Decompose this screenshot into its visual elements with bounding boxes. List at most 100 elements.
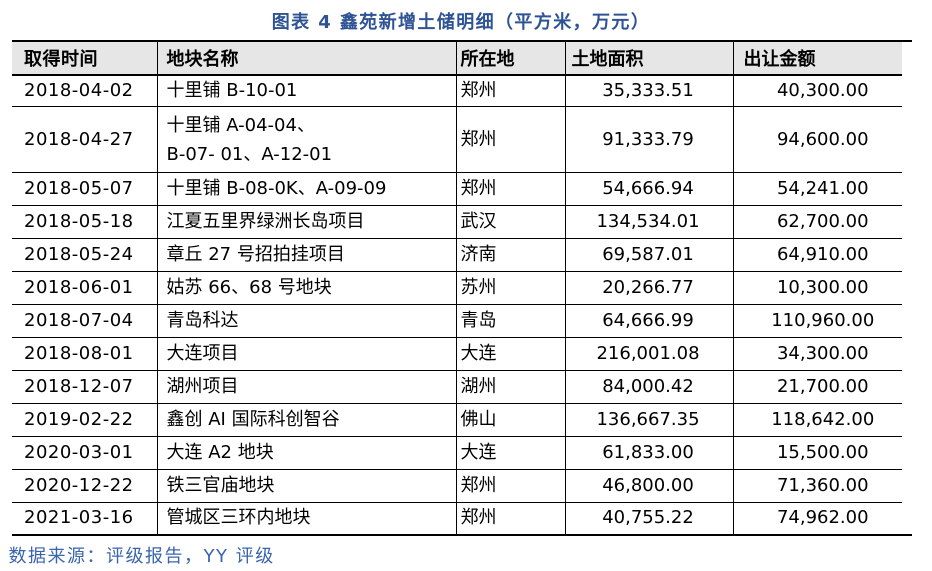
cell-acquired-date: 2021-03-16 <box>12 502 157 535</box>
cell-acquired-date: 2018-05-07 <box>12 172 157 206</box>
cell-grant-amount: 54,241.00 <box>732 172 902 206</box>
col-header-acquired-date: 取得时间 <box>12 40 157 76</box>
cell-grant-amount: 15,500.00 <box>732 436 902 470</box>
table-header-row: 取得时间 地块名称 所在地 土地面积 出让金额 <box>12 40 912 76</box>
cell-grant-amount: 10,300.00 <box>732 271 902 305</box>
cell-grant-amount: 64,910.00 <box>732 238 902 272</box>
cell-parcel-name: 鑫创 AI 国际科创智谷 <box>156 403 456 437</box>
table-row: 2021-03-16 管城区三环内地块 郑州 40,755.22 74,962.… <box>12 502 912 535</box>
table-row: 2018-12-07 湖州项目 湖州 84,000.42 21,700.00 <box>12 370 912 404</box>
cell-acquired-date: 2018-05-24 <box>12 238 157 272</box>
cell-acquired-date: 2018-05-18 <box>12 205 157 239</box>
cell-city: 湖州 <box>455 370 565 404</box>
row-right-cap <box>902 436 912 469</box>
cell-land-area: 40,755.22 <box>564 502 733 535</box>
cell-city: 郑州 <box>455 172 565 206</box>
cell-land-area: 64,666.99 <box>564 304 733 338</box>
col-header-city: 所在地 <box>455 40 565 76</box>
table-row: 2019-02-22 鑫创 AI 国际科创智谷 佛山 136,667.35 11… <box>12 403 912 437</box>
cell-parcel-name: 湖州项目 <box>156 370 456 404</box>
cell-city: 佛山 <box>455 403 565 437</box>
cell-parcel-name: 十里铺 B-10-01 <box>156 74 456 107</box>
row-right-cap <box>902 172 912 205</box>
cell-land-area: 134,534.01 <box>564 205 733 239</box>
cell-grant-amount: 62,700.00 <box>732 205 902 239</box>
col-header-land-area: 土地面积 <box>564 40 733 76</box>
cell-acquired-date: 2018-06-01 <box>12 271 157 305</box>
table-body: 2018-04-02 十里铺 B-10-01 郑州 35,333.51 40,3… <box>12 74 912 535</box>
cell-city: 大连 <box>455 337 565 371</box>
row-right-cap <box>902 469 912 502</box>
cell-grant-amount: 40,300.00 <box>732 74 902 107</box>
cell-acquired-date: 2018-08-01 <box>12 337 157 371</box>
cell-city: 郑州 <box>455 502 565 535</box>
cell-land-area: 136,667.35 <box>564 403 733 437</box>
cell-acquired-date: 2018-12-07 <box>12 370 157 404</box>
figure-title: 图表 4 鑫苑新增土储明细（平方米，万元） <box>271 12 651 33</box>
source-note: 数据来源：评级报告，YY 评级 <box>8 546 275 567</box>
cell-parcel-name: 大连项目 <box>156 337 456 371</box>
cell-land-area: 84,000.42 <box>564 370 733 404</box>
table-row: 2018-05-18 江夏五里界绿洲长岛项目 武汉 134,534.01 62,… <box>12 205 912 239</box>
cell-land-area: 46,800.00 <box>564 469 733 503</box>
cell-land-area: 54,666.94 <box>564 172 733 206</box>
cell-land-area: 35,333.51 <box>564 74 733 107</box>
cell-grant-amount: 110,960.00 <box>732 304 902 338</box>
table-row: 2020-12-22 铁三官庙地块 郑州 46,800.00 71,360.00 <box>12 469 912 503</box>
table-row: 2018-05-07 十里铺 B-08-0K、A-09-09 郑州 54,666… <box>12 172 912 206</box>
row-right-cap <box>902 370 912 403</box>
table-row: 2020-03-01 大连 A2 地块 大连 61,833.00 15,500.… <box>12 436 912 470</box>
cell-grant-amount: 74,962.00 <box>732 502 902 535</box>
land-acquisition-table: 取得时间 地块名称 所在地 土地面积 出让金额 2018-04-02 十里铺 B… <box>12 39 912 536</box>
cell-parcel-name: 姑苏 66、68 号地块 <box>156 271 456 305</box>
header-right-cap <box>902 41 912 75</box>
table-row: 2018-05-24 章丘 27 号招拍挂项目 济南 69,587.01 64,… <box>12 238 912 272</box>
cell-city: 济南 <box>455 238 565 272</box>
cell-parcel-name: 大连 A2 地块 <box>156 436 456 470</box>
table-row: 2018-04-02 十里铺 B-10-01 郑州 35,333.51 40,3… <box>12 74 912 107</box>
cell-city: 苏州 <box>455 271 565 305</box>
table-header: 取得时间 地块名称 所在地 土地面积 出让金额 <box>12 40 912 76</box>
cell-land-area: 69,587.01 <box>564 238 733 272</box>
cell-acquired-date: 2018-04-27 <box>12 106 157 173</box>
cell-parcel-name: 十里铺 A-04-04、 B-07- 01、A-12-01 <box>156 106 456 173</box>
cell-land-area: 61,833.00 <box>564 436 733 470</box>
cell-acquired-date: 2018-04-02 <box>12 74 157 107</box>
cell-acquired-date: 2019-02-22 <box>12 403 157 437</box>
col-header-parcel-name: 地块名称 <box>156 40 456 76</box>
cell-grant-amount: 94,600.00 <box>732 106 902 173</box>
row-right-cap <box>902 304 912 337</box>
cell-parcel-name: 青岛科达 <box>156 304 456 338</box>
cell-city: 青岛 <box>455 304 565 338</box>
row-right-cap <box>902 271 912 304</box>
cell-land-area: 20,266.77 <box>564 271 733 305</box>
cell-parcel-name: 江夏五里界绿洲长岛项目 <box>156 205 456 239</box>
row-right-cap <box>902 502 912 535</box>
row-right-cap <box>902 205 912 238</box>
row-right-cap <box>902 107 912 173</box>
cell-grant-amount: 21,700.00 <box>732 370 902 404</box>
table-row: 2018-08-01 大连项目 大连 216,001.08 34,300.00 <box>12 337 912 371</box>
row-right-cap <box>902 75 912 107</box>
cell-city: 郑州 <box>455 106 565 173</box>
table-row: 2018-06-01 姑苏 66、68 号地块 苏州 20,266.77 10,… <box>12 271 912 305</box>
cell-city: 大连 <box>455 436 565 470</box>
cell-city: 郑州 <box>455 469 565 503</box>
cell-parcel-name: 铁三官庙地块 <box>156 469 456 503</box>
cell-acquired-date: 2020-03-01 <box>12 436 157 470</box>
table-row: 2018-04-27 十里铺 A-04-04、 B-07- 01、A-12-01… <box>12 106 912 173</box>
cell-grant-amount: 118,642.00 <box>732 403 902 437</box>
cell-grant-amount: 71,360.00 <box>732 469 902 503</box>
cell-land-area: 216,001.08 <box>564 337 733 371</box>
cell-land-area: 91,333.79 <box>564 106 733 173</box>
cell-parcel-name: 管城区三环内地块 <box>156 502 456 535</box>
cell-city: 郑州 <box>455 74 565 107</box>
cell-grant-amount: 34,300.00 <box>732 337 902 371</box>
col-header-grant-amount: 出让金额 <box>732 40 902 76</box>
row-right-cap <box>902 403 912 436</box>
cell-acquired-date: 2020-12-22 <box>12 469 157 503</box>
row-right-cap <box>902 238 912 271</box>
cell-city: 武汉 <box>455 205 565 239</box>
row-right-cap <box>902 337 912 370</box>
